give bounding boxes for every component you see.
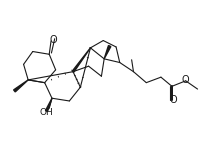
Polygon shape [14, 80, 28, 92]
Polygon shape [104, 46, 111, 59]
Text: O: O [182, 75, 190, 85]
Polygon shape [72, 48, 91, 72]
Polygon shape [45, 98, 52, 111]
Text: OH: OH [40, 108, 53, 117]
Text: O: O [170, 95, 178, 105]
Text: O: O [50, 35, 58, 45]
